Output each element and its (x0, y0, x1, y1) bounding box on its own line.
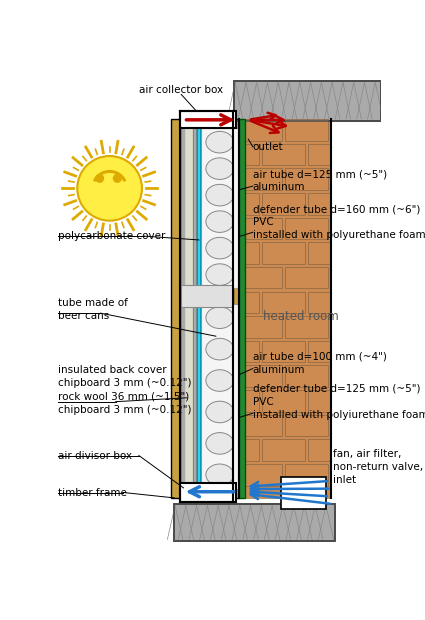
Text: air tube d=100 mm (~4")
aluminum: air tube d=100 mm (~4") aluminum (253, 352, 387, 374)
Bar (239, 119, 332, 498)
Text: polycarbonate cover: polycarbonate cover (58, 231, 165, 241)
Bar (239, 169, 282, 190)
Text: insulated back cover
chipboard 3 mm (~0.12")
rock wool 36 mm (~1.5")
chipboard 3: insulated back cover chipboard 3 mm (~0.… (58, 365, 192, 415)
Bar (239, 341, 259, 362)
Ellipse shape (206, 184, 234, 206)
Bar (181, 482, 236, 502)
Bar (285, 365, 328, 387)
Bar (262, 144, 305, 166)
Bar (262, 440, 305, 461)
Bar (181, 285, 233, 307)
Text: timber frame: timber frame (58, 487, 127, 497)
Bar (181, 120, 185, 497)
Circle shape (113, 174, 121, 182)
Bar (308, 291, 332, 313)
Bar (262, 193, 305, 215)
Bar (234, 81, 381, 121)
Bar (308, 193, 332, 215)
Bar (239, 119, 282, 141)
Ellipse shape (206, 158, 234, 179)
Bar (239, 390, 259, 412)
Text: fan, air filter,
non-return valve,
inlet: fan, air filter, non-return valve, inlet (333, 449, 423, 485)
Bar (201, 128, 238, 288)
Bar (285, 218, 328, 239)
Ellipse shape (206, 339, 234, 360)
Bar (239, 464, 282, 485)
Bar (201, 304, 238, 489)
Bar (285, 267, 328, 288)
Bar (171, 119, 181, 498)
Bar (262, 291, 305, 313)
Circle shape (96, 174, 103, 182)
Bar (239, 267, 282, 288)
Circle shape (77, 156, 142, 221)
Ellipse shape (206, 237, 234, 259)
Ellipse shape (206, 131, 234, 153)
Ellipse shape (206, 401, 234, 423)
Ellipse shape (206, 211, 234, 232)
Bar (239, 365, 282, 387)
Bar (262, 242, 305, 264)
Bar (193, 120, 196, 497)
Bar (308, 144, 332, 166)
Bar (233, 119, 239, 498)
Bar (239, 144, 259, 166)
Bar (197, 119, 201, 498)
Text: heated room: heated room (263, 311, 338, 324)
Bar (239, 193, 259, 215)
Text: outlet: outlet (253, 142, 283, 152)
Bar (285, 119, 328, 141)
Bar (308, 440, 332, 461)
Bar (234, 81, 381, 121)
Bar (239, 440, 259, 461)
Text: air tube d=125 mm (~5")
aluminum: air tube d=125 mm (~5") aluminum (253, 169, 387, 192)
Bar (239, 291, 259, 313)
Bar (239, 242, 259, 264)
Bar (239, 218, 282, 239)
Bar (262, 390, 305, 412)
Text: air divisor box: air divisor box (58, 451, 132, 461)
Text: defender tube d=160 mm (~6")
PVC
installed with polyurethane foam: defender tube d=160 mm (~6") PVC install… (253, 204, 425, 241)
Ellipse shape (206, 370, 234, 391)
Ellipse shape (206, 464, 234, 485)
Bar (239, 119, 245, 498)
Bar (308, 390, 332, 412)
Bar (239, 415, 282, 436)
Text: defender tube d=125 mm (~5")
PVC
installed with polyiurethane foam: defender tube d=125 mm (~5") PVC install… (253, 383, 425, 420)
Bar (281, 477, 326, 510)
Bar (308, 341, 332, 362)
Bar (285, 316, 328, 338)
Bar (262, 341, 305, 362)
Bar (181, 112, 236, 128)
Bar (285, 464, 328, 485)
Bar (285, 169, 328, 190)
Bar (308, 242, 332, 264)
Ellipse shape (206, 307, 234, 329)
Bar (185, 120, 193, 497)
Bar (285, 415, 328, 436)
Bar (173, 504, 335, 541)
Bar (239, 316, 282, 338)
Bar (173, 504, 335, 541)
Ellipse shape (206, 433, 234, 454)
Text: air collector box: air collector box (139, 85, 223, 95)
Text: tube made of
beer cans: tube made of beer cans (58, 298, 128, 321)
Bar (181, 119, 233, 498)
Ellipse shape (206, 264, 234, 285)
